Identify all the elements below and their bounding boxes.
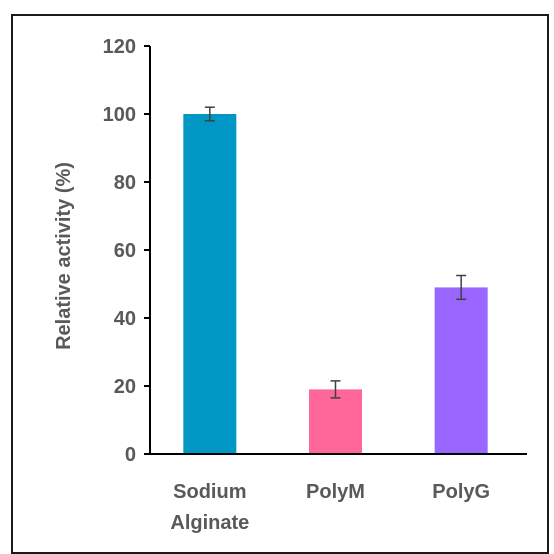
bars [183,114,488,454]
chart-frame [11,14,549,554]
x-category-label: PolyG [432,481,490,503]
x-category-label: Sodium Alginate [170,481,249,534]
x-category-label: PolyM [306,481,365,503]
y-axis-title: Relative activity (%) [53,162,75,350]
y-tick-label: 40 [114,308,136,330]
y-tick-label: 20 [114,376,136,398]
y-tick-label: 80 [114,172,136,194]
bar [309,389,362,454]
y-tick-label: 100 [103,104,136,126]
y-tick-label: 60 [114,240,136,262]
bar [183,114,237,454]
x-axis-labels: Sodium Alginate PolyM PolyG [170,481,490,534]
y-axis-ticks: 0 20 40 60 80 100 120 [103,36,150,466]
y-tick-label: 0 [125,444,136,466]
error-bars [204,106,467,399]
bar [434,287,488,454]
y-tick-label: 120 [103,36,136,58]
